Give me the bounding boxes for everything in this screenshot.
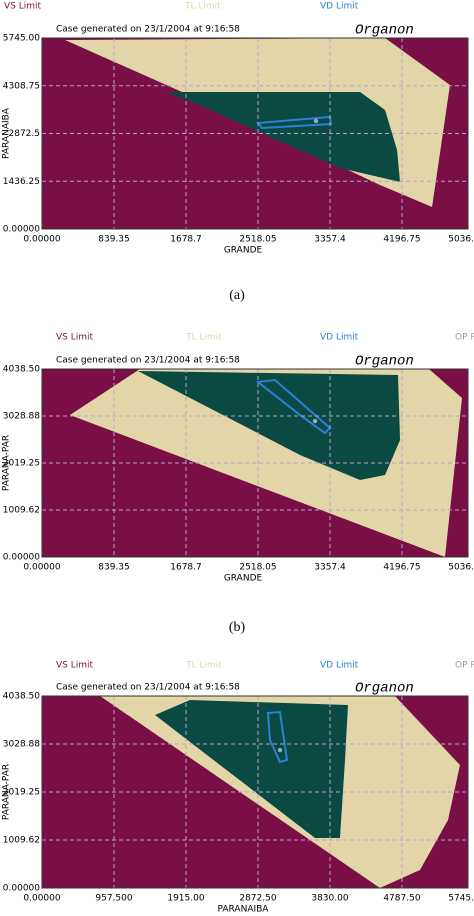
y-tick-label: 1009.62: [3, 836, 40, 846]
x-tick-label: 4196.75: [383, 563, 420, 573]
legend-entry: VS Limit: [56, 661, 94, 671]
caption: (b): [229, 620, 246, 635]
legend-entry: VD Limit: [320, 2, 359, 12]
region: [255, 378, 332, 435]
operating-point: [313, 118, 319, 124]
region: [155, 700, 349, 839]
x-tick-label: 5036.: [448, 235, 474, 245]
y-tick-label: 3028.88: [3, 411, 40, 421]
y-tick-label: 4038.50: [3, 365, 40, 375]
y-axis-label: PARANA-PAR: [2, 435, 12, 491]
legend-entry: TL Limit: [184, 2, 221, 12]
x-tick-label: 4196.75: [383, 235, 420, 245]
y-tick-label: 4308.75: [3, 81, 40, 91]
legend-entry: OP P: [455, 333, 474, 343]
legend-entry: VD Limit: [320, 661, 359, 671]
note: Case generated on 23/1/2004 at 9:16:58: [56, 25, 240, 35]
y-tick-label: 4038.50: [3, 692, 40, 702]
x-axis-label: GRANDE: [224, 246, 263, 256]
y-axis-label: PARANAIBA: [2, 107, 12, 159]
note: Case generated on 23/1/2004 at 9:16:58: [56, 683, 240, 693]
y-tick-label: 2019.25: [3, 459, 40, 469]
watermark: Organon: [355, 681, 414, 697]
x-tick-label: 0.00000: [23, 235, 60, 245]
x-tick-label: 839.35: [98, 235, 130, 245]
operating-point: [277, 747, 283, 753]
y-tick-label: 2019.25: [3, 788, 40, 798]
x-tick-label: 2518.05: [239, 563, 276, 573]
y-tick-label: 0.00000: [3, 884, 40, 894]
plot-frame: [41, 695, 469, 889]
x-tick-label: 0.00000: [23, 894, 60, 904]
legend-entry: VS Limit: [56, 333, 94, 343]
x-tick-label: 3830.00: [311, 894, 348, 904]
x-tick-label: 1915.00: [167, 894, 204, 904]
y-tick-label: 0.00000: [3, 225, 40, 235]
x-tick-label: 1678.7: [170, 235, 202, 245]
caption: (a): [229, 288, 245, 303]
region: [266, 710, 289, 764]
x-axis-label: GRANDE: [224, 574, 263, 584]
y-tick-label: 1009.62: [3, 506, 40, 516]
plot-frame: [41, 37, 469, 230]
legend-entry: OP P: [455, 661, 474, 671]
x-tick-label: 2872.50: [239, 894, 276, 904]
x-tick-label: 3357.4: [314, 235, 346, 245]
region: [165, 91, 401, 182]
plot-frame: [41, 368, 469, 558]
x-tick-label: 3357.4: [314, 563, 346, 573]
watermark: Organon: [355, 354, 414, 370]
x-tick-label: 5745.: [448, 894, 474, 904]
legend-entry: TL Limit: [185, 661, 222, 671]
x-tick-label: 0.00000: [23, 563, 60, 573]
note: Case generated on 23/1/2004 at 9:16:58: [56, 356, 240, 366]
watermark: Organon: [355, 23, 414, 39]
legend-entry: VS Limit: [4, 2, 42, 12]
x-axis-label: PARANAIBA: [218, 905, 270, 915]
y-tick-label: 2872.5: [9, 129, 41, 139]
y-axis-label: PARANA-PAR: [2, 764, 12, 820]
x-tick-label: 1678.7: [170, 563, 202, 573]
y-tick-label: 1436.25: [3, 177, 40, 187]
legend-entry: VD Limit: [320, 333, 359, 343]
region: [256, 115, 333, 130]
x-tick-label: 957.500: [95, 894, 132, 904]
y-tick-label: 5745.00: [3, 34, 40, 44]
x-tick-label: 2518.05: [239, 235, 276, 245]
legend-entry: TL Limit: [185, 333, 222, 343]
x-tick-label: 839.35: [98, 563, 130, 573]
region: [137, 371, 401, 481]
operating-point: [312, 418, 318, 424]
y-tick-label: 3028.88: [3, 739, 40, 749]
x-tick-label: 4787.50: [383, 894, 420, 904]
y-tick-label: 0.00000: [3, 553, 40, 563]
x-tick-label: 5036.: [448, 563, 474, 573]
